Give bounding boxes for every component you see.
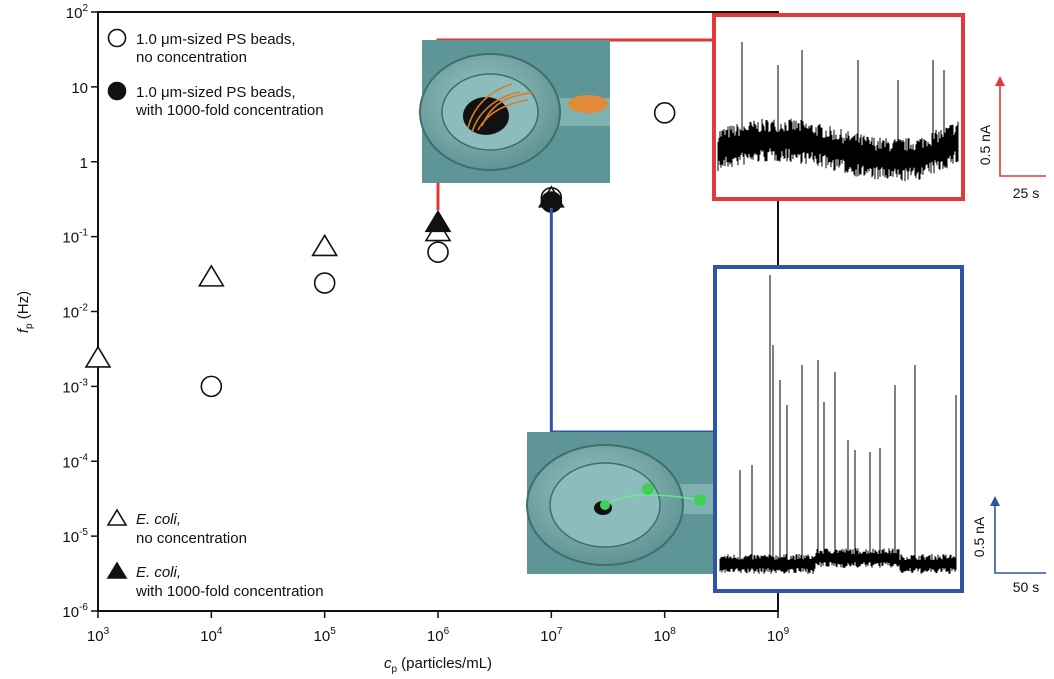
red-arrow-icon [995, 76, 1005, 86]
open-triangle-point [84, 345, 112, 368]
blue-connector-line [549, 208, 715, 434]
y-axis-label: fp (Hz) [15, 291, 35, 333]
bacteria-flagella-icon [467, 83, 536, 133]
x-tick-label: 105 [314, 626, 337, 645]
inset-red-border [712, 13, 965, 201]
device-illustration-beads [526, 432, 717, 574]
open-triangle-point [311, 233, 339, 257]
legend-label-open-triangle-line1: E. coli, [136, 511, 181, 528]
legend-ps-beads: 1.0 μm-sized PS beads, no concentration … [107, 28, 324, 119]
y-tick-label: 102 [66, 3, 89, 22]
legend-label-filled-circle-line1: 1.0 μm-sized PS beads, [136, 84, 296, 101]
inset-blue-border [713, 265, 964, 593]
x-tick-label: 106 [427, 626, 450, 645]
bead-icon [694, 494, 706, 506]
red-scale-bar [999, 80, 1046, 177]
x-axis: 103 104 105 106 107 108 109 [87, 611, 790, 645]
pore-hole [463, 97, 509, 135]
bead-icon [600, 500, 610, 510]
red-scale-current: 0.5 nA [977, 124, 993, 165]
y-tick-label: 10-1 [62, 228, 88, 247]
inset-red-background [714, 15, 963, 199]
inset-red: 0.5 nA 25 s [712, 13, 1046, 201]
y-tick-label: 1 [80, 155, 88, 172]
blue-scale-time: 50 s [1013, 579, 1039, 595]
open-circle-point [653, 102, 676, 124]
y-tick-label: 10-3 [62, 377, 88, 396]
blue-arrow-icon [990, 496, 1000, 506]
current-trace-red [717, 42, 959, 182]
x-axis-label: cp (particles/mL) [384, 655, 492, 675]
filled-triangle-point [424, 209, 452, 233]
device-illustration-ecoli [419, 40, 610, 183]
legend-filled-circle-icon [107, 81, 127, 101]
legend-label-open-circle-line2: no concentration [136, 49, 247, 66]
bead-icon [642, 483, 654, 495]
x-tick-label: 104 [200, 626, 223, 645]
data-points [84, 102, 676, 398]
inset-blue: 0.5 nA 50 s [713, 265, 1046, 595]
y-tick-label: 10-6 [62, 602, 88, 621]
legend-label-filled-circle-line2: with 1000-fold concentration [135, 102, 324, 119]
legend-ecoli: E. coli, no concentration E. coli, with … [106, 508, 324, 600]
x-tick-label: 108 [654, 626, 677, 645]
x-tick-label: 109 [767, 626, 790, 645]
legend-filled-triangle-icon [106, 561, 128, 579]
legend-label-filled-triangle-line1: E. coli, [136, 564, 181, 581]
blue-scale-bar [994, 500, 1046, 574]
current-trace-blue [719, 275, 957, 574]
open-triangle-point [197, 264, 225, 287]
y-axis: 102 10 1 10-1 10-2 10-3 10-4 10-5 10-6 [62, 3, 98, 621]
y-tick-label: 10-4 [62, 452, 88, 471]
x-tick-label: 107 [540, 626, 563, 645]
open-circle-point [427, 241, 449, 263]
legend-label-open-triangle-line2: no concentration [136, 530, 247, 547]
y-tick-label: 10-5 [62, 527, 88, 546]
bacterium-icon [568, 95, 608, 113]
legend-open-triangle-icon [106, 508, 128, 526]
inset-blue-background [715, 267, 962, 591]
red-scale-time: 25 s [1013, 185, 1039, 201]
y-tick-label: 10 [71, 80, 88, 97]
blue-scale-current: 0.5 nA [971, 516, 987, 557]
legend-label-open-circle-line1: 1.0 μm-sized PS beads, [136, 31, 296, 48]
open-circle-point [200, 375, 223, 398]
open-circle-point [313, 272, 336, 294]
y-tick-label: 10-2 [62, 303, 88, 322]
legend-open-circle-icon [107, 28, 127, 48]
x-tick-label: 103 [87, 626, 110, 645]
legend-label-filled-triangle-line2: with 1000-fold concentration [135, 583, 324, 600]
